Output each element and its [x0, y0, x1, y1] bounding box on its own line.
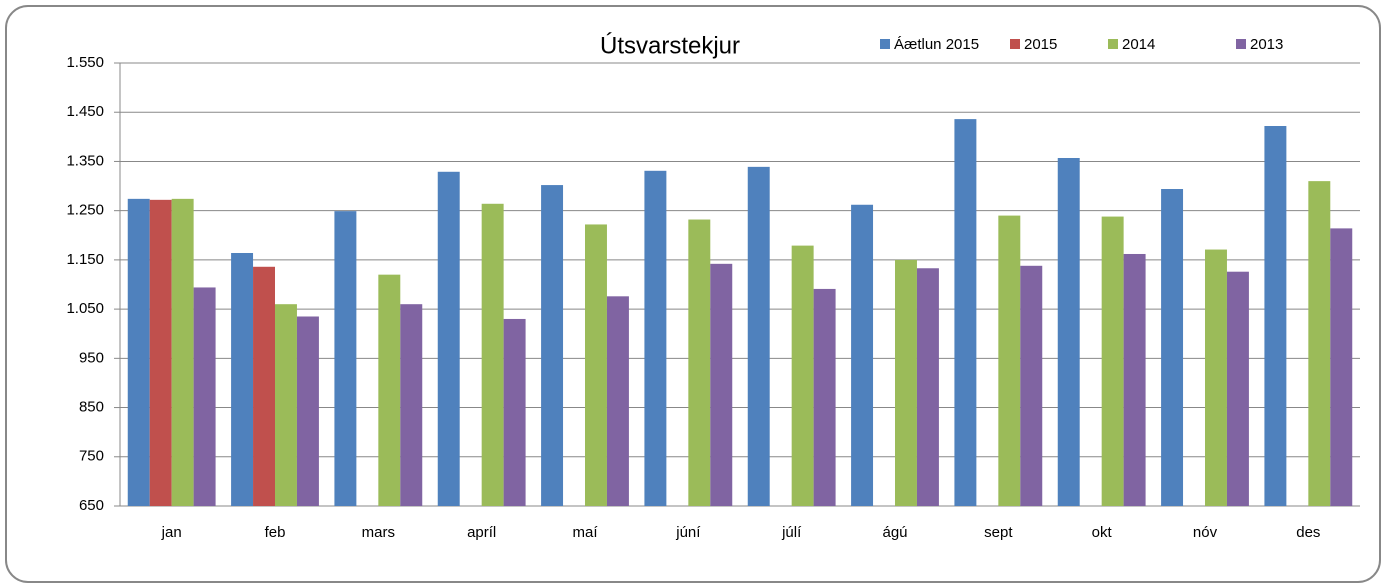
- legend-label: 2014: [1122, 36, 1155, 53]
- x-tick-label: mars: [362, 524, 395, 541]
- y-tick-label: 1.050: [66, 300, 104, 317]
- bar: [1101, 216, 1124, 506]
- bar: [275, 304, 297, 506]
- bar: [813, 288, 836, 506]
- bar: [851, 204, 874, 506]
- legend-label: 2015: [1024, 36, 1057, 53]
- legend-label: 2013: [1250, 36, 1283, 53]
- bar: [400, 304, 423, 506]
- bar: [585, 224, 607, 506]
- y-tick-label: 1.150: [66, 251, 104, 268]
- bar: [998, 215, 1021, 507]
- bar: [1264, 126, 1287, 506]
- bar: [1205, 249, 1227, 506]
- y-tick-label: 1.550: [66, 54, 104, 71]
- bar: [503, 318, 526, 506]
- bar: [916, 268, 939, 506]
- bar: [1020, 265, 1043, 506]
- bar: [710, 263, 733, 506]
- x-tick-label: júní: [675, 524, 701, 541]
- x-tick-label: júlí: [781, 524, 802, 541]
- bar: [437, 171, 460, 506]
- chart-title: Útsvarstekjur: [600, 32, 740, 59]
- x-tick-label: okt: [1092, 524, 1113, 541]
- y-tick-label: 650: [79, 497, 104, 514]
- legend-swatch: [1108, 39, 1118, 49]
- x-tick-label: feb: [265, 524, 286, 541]
- legend-swatch: [880, 39, 890, 49]
- x-tick-label: jan: [161, 524, 182, 541]
- y-tick-label: 750: [79, 448, 104, 465]
- bar: [334, 211, 357, 507]
- bar: [644, 170, 667, 506]
- bar: [1161, 189, 1184, 506]
- bar: [193, 287, 216, 506]
- bar: [1123, 253, 1146, 506]
- x-tick-label: sept: [984, 524, 1013, 541]
- legend-swatch: [1010, 39, 1020, 49]
- x-tick-label: apríl: [467, 524, 496, 541]
- bar: [231, 252, 254, 506]
- bar: [954, 119, 977, 506]
- legend-swatch: [1236, 39, 1246, 49]
- y-tick-label: 850: [79, 399, 104, 416]
- y-tick-label: 950: [79, 349, 104, 366]
- x-tick-label: maí: [572, 524, 598, 541]
- x-tick-label: des: [1296, 524, 1320, 541]
- bar: [481, 203, 504, 506]
- bar: [1308, 181, 1331, 506]
- bar: [1226, 271, 1249, 506]
- bar: [688, 219, 711, 506]
- bar: [1330, 228, 1353, 507]
- legend-label: Áætlun 2015: [894, 36, 979, 53]
- y-tick-label: 1.450: [66, 103, 104, 120]
- y-tick-label: 1.250: [66, 202, 104, 219]
- bar: [253, 266, 275, 506]
- bar: [149, 199, 172, 507]
- bar: [127, 198, 150, 506]
- bar: [747, 166, 770, 506]
- bar: [296, 316, 319, 506]
- y-tick-label: 1.350: [66, 152, 104, 169]
- bar: [895, 259, 917, 506]
- bar: [1057, 157, 1080, 506]
- x-tick-label: nóv: [1193, 524, 1218, 541]
- bar: [791, 245, 814, 506]
- bar: [541, 185, 564, 506]
- bar: [378, 274, 401, 506]
- bar: [606, 296, 629, 506]
- bar: [171, 198, 194, 506]
- x-tick-label: ágú: [882, 524, 907, 541]
